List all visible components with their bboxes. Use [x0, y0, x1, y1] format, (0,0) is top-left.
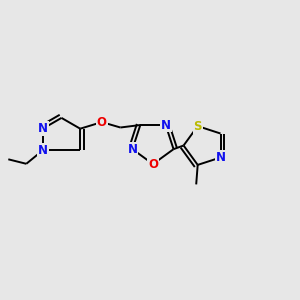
Text: O: O — [148, 158, 158, 171]
Text: O: O — [97, 116, 107, 129]
Text: N: N — [215, 151, 226, 164]
Text: N: N — [38, 122, 48, 135]
Text: S: S — [194, 120, 202, 133]
Text: N: N — [128, 143, 137, 156]
Text: N: N — [38, 144, 48, 157]
Text: N: N — [161, 118, 171, 131]
